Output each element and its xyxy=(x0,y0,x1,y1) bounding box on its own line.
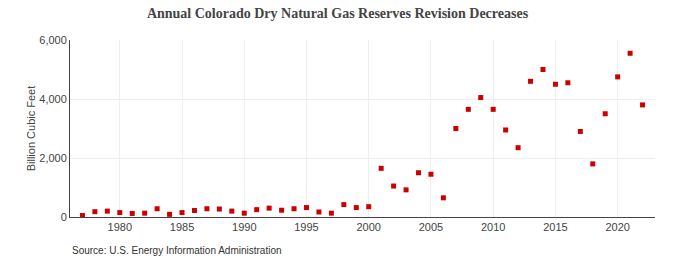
svg-text:6,000: 6,000 xyxy=(39,34,67,46)
svg-text:1980: 1980 xyxy=(108,221,132,233)
svg-text:1995: 1995 xyxy=(294,221,318,233)
svg-text:Source: U.S. Energy Informatio: Source: U.S. Energy Information Administ… xyxy=(72,245,282,256)
svg-text:4,000: 4,000 xyxy=(39,93,67,105)
svg-text:1985: 1985 xyxy=(170,221,194,233)
svg-text:Annual Colorado Dry Natural Ga: Annual Colorado Dry Natural Gas Reserves… xyxy=(147,6,529,21)
svg-text:0: 0 xyxy=(61,211,67,223)
svg-text:2005: 2005 xyxy=(419,221,443,233)
svg-text:2010: 2010 xyxy=(481,221,505,233)
svg-text:1990: 1990 xyxy=(232,221,256,233)
svg-text:2015: 2015 xyxy=(543,221,567,233)
svg-text:Billion Cubic Feet: Billion Cubic Feet xyxy=(25,86,37,172)
svg-text:2000: 2000 xyxy=(356,221,380,233)
svg-text:2020: 2020 xyxy=(605,221,629,233)
svg-text:2,000: 2,000 xyxy=(39,152,67,164)
